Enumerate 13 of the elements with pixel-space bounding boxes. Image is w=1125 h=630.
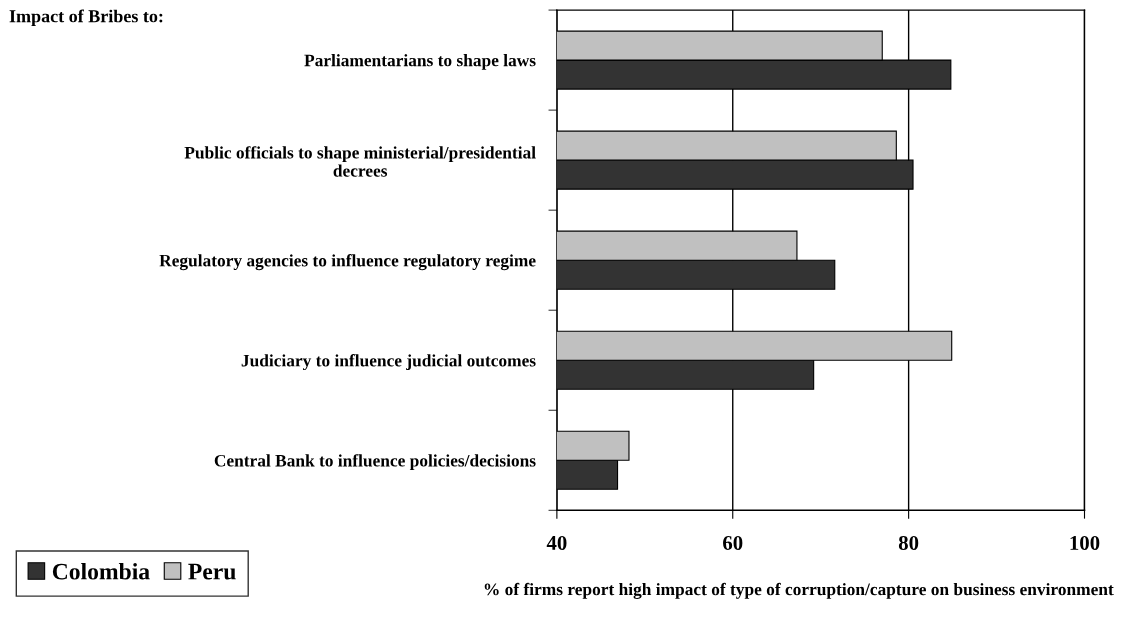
legend-label: Peru [188, 563, 236, 580]
x-tick-label: 100 [1070, 535, 1100, 550]
y-tick-label: Public officials to shape ministerial/presidential decrees [184, 146, 536, 177]
text: Impact of Bribes to: [9, 9, 163, 27]
x-tick-label: 60 [723, 535, 743, 550]
x-axis-title: % of firms report high impact of type of corruption/capture on business environment [484, 582, 1114, 599]
y-tick-label: Regulatory agencies to influence regulatory regime [159, 254, 536, 271]
x-tick-label: 40 [546, 535, 567, 550]
y-tick-label: Judiciary to influence judicial outcomes [241, 354, 536, 371]
y-tick-label: Parliamentarians to shape laws [304, 54, 536, 70]
x-tick-label: 80 [898, 535, 919, 550]
y-tick-label: Central Bank to influence policies/decisions [214, 454, 536, 471]
legend-label: Colombia [52, 562, 150, 580]
